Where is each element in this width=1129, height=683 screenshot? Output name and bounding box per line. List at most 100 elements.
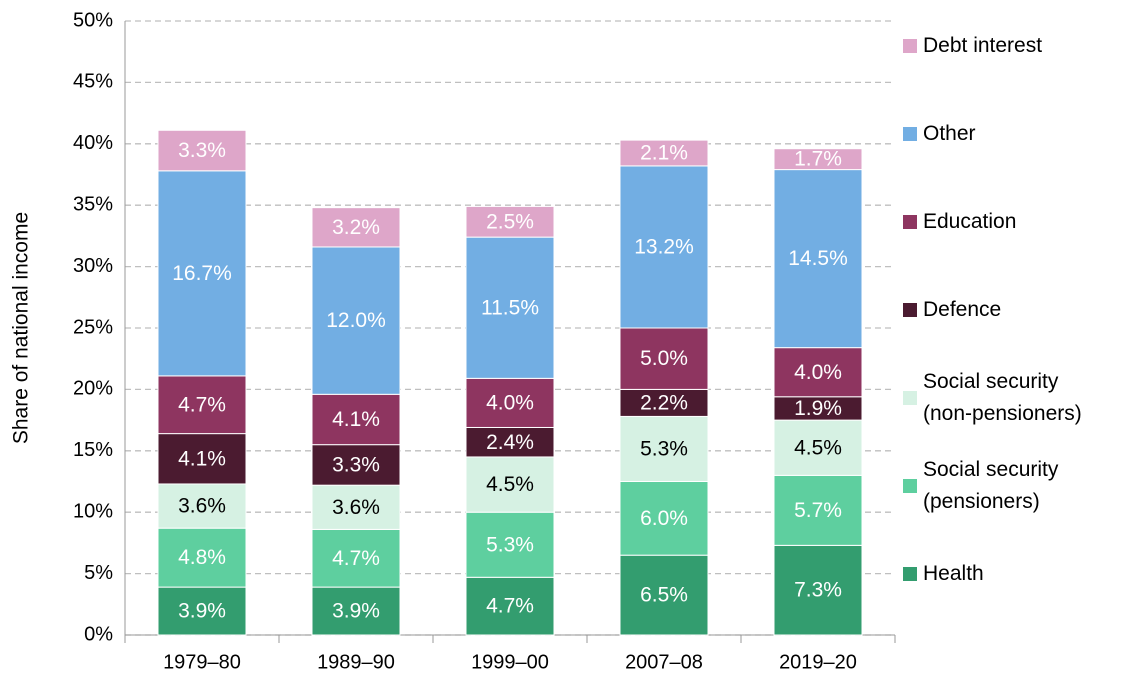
bar-segment xyxy=(311,246,401,395)
bar-segment xyxy=(311,528,401,588)
value-label: 6.0% xyxy=(640,507,688,530)
y-tick-label: 45% xyxy=(73,71,113,93)
x-tick-label: 1989–90 xyxy=(317,651,395,673)
y-tick-label: 40% xyxy=(73,132,113,154)
value-label: 4.1% xyxy=(178,447,226,470)
bar-segment xyxy=(619,554,709,636)
value-label: 6.5% xyxy=(640,584,688,607)
legend-swatch xyxy=(903,303,917,317)
value-label: 3.9% xyxy=(332,600,380,623)
value-label: 4.7% xyxy=(332,547,380,570)
legend-label: Other xyxy=(923,122,976,145)
x-tick-label: 2019–20 xyxy=(779,651,857,673)
bar-segment xyxy=(619,139,709,167)
value-label: 4.7% xyxy=(486,595,534,618)
y-tick-label: 5% xyxy=(84,562,113,584)
legend-swatch xyxy=(903,39,917,53)
value-label: 4.1% xyxy=(332,408,380,431)
value-label: 1.7% xyxy=(794,148,842,171)
value-label: 5.0% xyxy=(640,347,688,370)
value-label: 3.3% xyxy=(178,139,226,162)
bar-segment xyxy=(773,544,863,636)
legend-item: Social security (non-pensioners) xyxy=(903,366,1113,430)
legend-item: Defence xyxy=(903,294,1001,326)
bar-segment xyxy=(311,393,401,446)
value-label: 11.5% xyxy=(481,296,539,319)
bar-segment xyxy=(465,456,555,513)
legend-swatch xyxy=(903,127,917,141)
y-tick-label: 20% xyxy=(73,378,113,400)
bar-segment xyxy=(773,474,863,546)
bar-segment xyxy=(157,129,247,172)
y-axis-label: Share of national income xyxy=(10,212,33,444)
value-label: 2.5% xyxy=(486,210,534,233)
legend-swatch xyxy=(903,567,917,581)
value-label: 14.5% xyxy=(788,247,848,270)
value-label: 3.9% xyxy=(178,600,226,623)
y-tick-label: 25% xyxy=(73,316,113,338)
legend-label: Social security (non-pensioners) xyxy=(923,370,1082,425)
value-label: 4.7% xyxy=(178,393,226,416)
bar-segment xyxy=(465,205,555,238)
y-tick-label: 30% xyxy=(73,255,113,277)
legend-label: Social security (pensioners) xyxy=(923,458,1059,513)
y-tick-label: 50% xyxy=(73,9,113,31)
bar-segment xyxy=(465,511,555,578)
y-tick-label: 35% xyxy=(73,193,113,215)
legend-item: Social security (pensioners) xyxy=(903,454,1113,518)
value-label: 4.8% xyxy=(178,546,226,569)
value-label: 2.1% xyxy=(640,142,688,165)
legend-label: Education xyxy=(923,210,1017,233)
y-tick-label: 15% xyxy=(73,439,113,461)
value-label: 16.7% xyxy=(172,262,232,285)
legend-item: Other xyxy=(903,118,976,150)
bar-segment xyxy=(465,236,555,379)
value-label: 4.0% xyxy=(486,391,534,414)
value-label: 3.2% xyxy=(332,216,380,239)
bar-segment xyxy=(773,148,863,171)
legend-swatch xyxy=(903,479,917,493)
value-label: 3.6% xyxy=(178,495,226,518)
bar-segment xyxy=(465,377,555,428)
legend-swatch xyxy=(903,215,917,229)
bar-segment xyxy=(773,347,863,398)
value-label: 5.7% xyxy=(794,499,842,522)
value-label: 2.2% xyxy=(640,391,688,414)
legend-label: Health xyxy=(923,562,984,585)
x-tick-label: 1999–00 xyxy=(471,651,549,673)
legend-swatch xyxy=(903,391,917,405)
value-label: 4.5% xyxy=(486,473,534,496)
value-label: 2.4% xyxy=(486,431,534,454)
bar-segment xyxy=(157,433,247,485)
x-tick-label: 1979–80 xyxy=(163,651,241,673)
value-label: 3.6% xyxy=(332,496,380,519)
value-label: 4.5% xyxy=(794,436,842,459)
bar-segment xyxy=(311,586,401,636)
legend-label: Defence xyxy=(923,298,1002,321)
bar-segment xyxy=(311,207,401,248)
legend-item: Education xyxy=(903,206,1016,238)
bar-segment xyxy=(619,415,709,482)
bar-segment xyxy=(157,483,247,529)
bar-segment xyxy=(311,444,401,486)
legend-item: Debt interest xyxy=(903,30,1042,62)
bar-segment xyxy=(465,576,555,636)
value-label: 12.0% xyxy=(326,309,386,332)
bar-segment xyxy=(773,169,863,349)
value-label: 5.3% xyxy=(640,438,688,461)
value-label: 1.9% xyxy=(794,397,842,420)
bar-segment xyxy=(157,170,247,377)
bar-segment xyxy=(619,165,709,329)
value-label: 3.3% xyxy=(332,453,380,476)
value-label: 4.0% xyxy=(794,361,842,384)
legend-item: Health xyxy=(903,558,984,590)
bar-segment xyxy=(773,419,863,476)
bar-segment xyxy=(157,375,247,435)
value-label: 13.2% xyxy=(634,235,694,258)
value-label: 7.3% xyxy=(794,579,842,602)
bar-segment xyxy=(311,484,401,530)
value-label: 5.3% xyxy=(486,533,534,556)
legend-label: Debt interest xyxy=(923,34,1043,57)
